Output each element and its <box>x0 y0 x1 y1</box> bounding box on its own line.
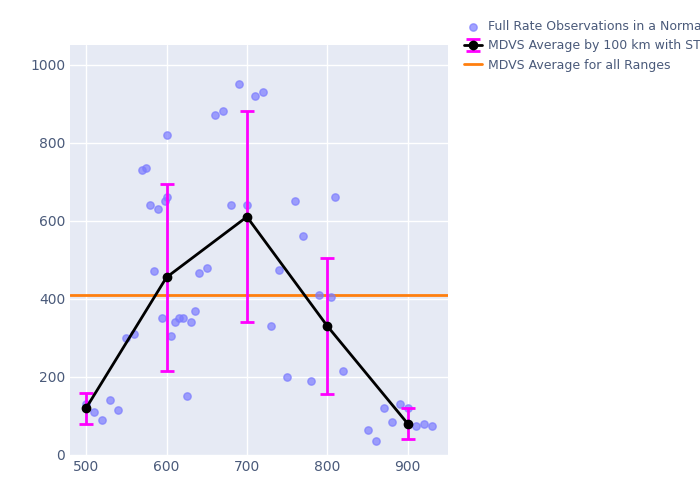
Full Rate Observations in a Normal Point <box>274 266 285 274</box>
Full Rate Observations in a Normal Point <box>326 293 337 301</box>
Full Rate Observations in a Normal Point <box>173 314 184 322</box>
Full Rate Observations in a Normal Point <box>145 201 156 209</box>
Legend: Full Rate Observations in a Normal Point, MDVS Average by 100 km with STD, MDVS : Full Rate Observations in a Normal Point… <box>458 15 700 76</box>
Full Rate Observations in a Normal Point <box>160 197 171 205</box>
Full Rate Observations in a Normal Point <box>322 322 333 330</box>
Full Rate Observations in a Normal Point <box>386 418 398 426</box>
Full Rate Observations in a Normal Point <box>402 404 414 412</box>
Full Rate Observations in a Normal Point <box>149 268 160 276</box>
Full Rate Observations in a Normal Point <box>298 232 309 240</box>
Full Rate Observations in a Normal Point <box>306 377 317 385</box>
Full Rate Observations in a Normal Point <box>104 396 116 404</box>
Full Rate Observations in a Normal Point <box>157 314 168 322</box>
Full Rate Observations in a Normal Point <box>201 264 212 272</box>
Full Rate Observations in a Normal Point <box>141 164 152 172</box>
Full Rate Observations in a Normal Point <box>314 291 325 299</box>
Full Rate Observations in a Normal Point <box>394 400 405 408</box>
Full Rate Observations in a Normal Point <box>97 416 108 424</box>
Full Rate Observations in a Normal Point <box>290 197 301 205</box>
Full Rate Observations in a Normal Point <box>153 205 164 213</box>
Full Rate Observations in a Normal Point <box>419 420 430 428</box>
Full Rate Observations in a Normal Point <box>169 318 180 326</box>
Full Rate Observations in a Normal Point <box>189 306 200 314</box>
Full Rate Observations in a Normal Point <box>378 404 389 412</box>
Full Rate Observations in a Normal Point <box>120 334 132 342</box>
Full Rate Observations in a Normal Point <box>193 270 204 278</box>
Full Rate Observations in a Normal Point <box>330 194 341 202</box>
Full Rate Observations in a Normal Point <box>113 406 124 414</box>
Full Rate Observations in a Normal Point <box>281 373 293 381</box>
Full Rate Observations in a Normal Point <box>161 131 172 139</box>
Full Rate Observations in a Normal Point <box>249 92 260 100</box>
Full Rate Observations in a Normal Point <box>233 80 244 88</box>
Full Rate Observations in a Normal Point <box>265 322 276 330</box>
Full Rate Observations in a Normal Point <box>177 314 188 322</box>
Full Rate Observations in a Normal Point <box>209 112 220 120</box>
Full Rate Observations in a Normal Point <box>426 422 438 430</box>
Full Rate Observations in a Normal Point <box>181 392 193 400</box>
Full Rate Observations in a Normal Point <box>165 332 176 340</box>
Full Rate Observations in a Normal Point <box>410 422 421 430</box>
Full Rate Observations in a Normal Point <box>80 400 92 408</box>
Full Rate Observations in a Normal Point <box>185 318 196 326</box>
Full Rate Observations in a Normal Point <box>338 367 349 375</box>
Full Rate Observations in a Normal Point <box>88 408 99 416</box>
Full Rate Observations in a Normal Point <box>129 330 140 338</box>
Full Rate Observations in a Normal Point <box>241 201 253 209</box>
Full Rate Observations in a Normal Point <box>161 194 172 202</box>
Full Rate Observations in a Normal Point <box>217 108 228 116</box>
Full Rate Observations in a Normal Point <box>225 201 237 209</box>
Full Rate Observations in a Normal Point <box>362 426 373 434</box>
Full Rate Observations in a Normal Point <box>370 438 382 446</box>
Full Rate Observations in a Normal Point <box>136 166 148 174</box>
Full Rate Observations in a Normal Point <box>258 88 269 96</box>
